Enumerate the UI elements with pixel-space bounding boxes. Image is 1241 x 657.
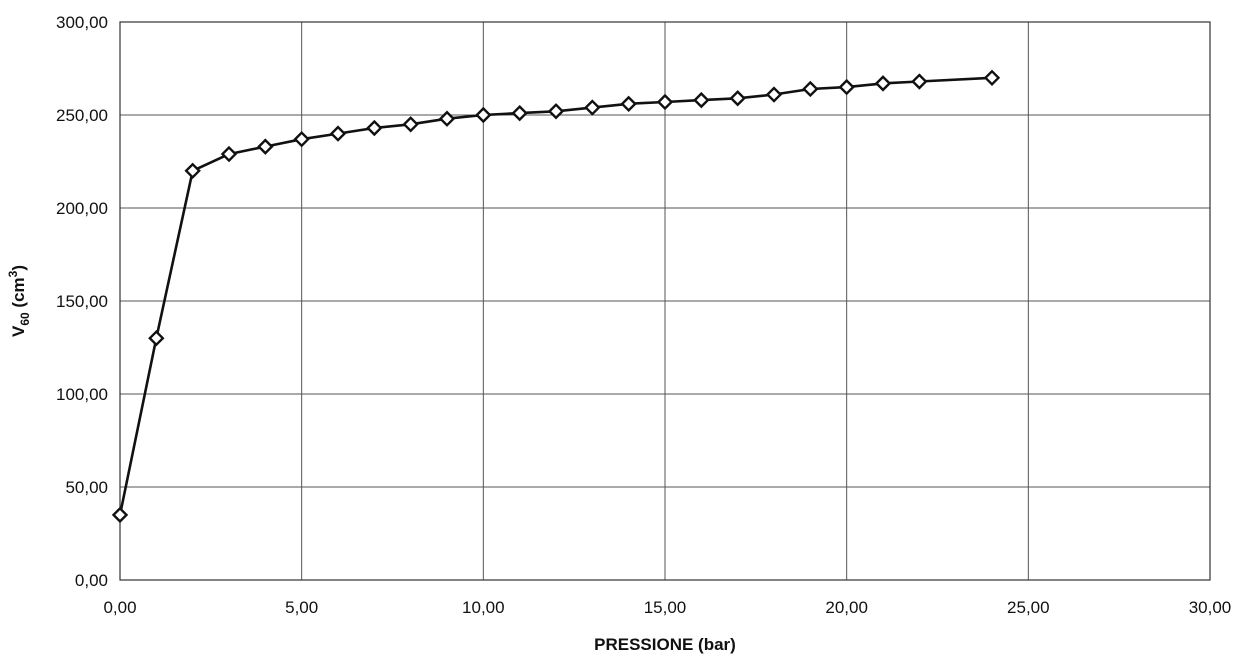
data-point-marker: [620, 95, 637, 113]
data-point-marker: [911, 73, 928, 90]
y-axis-title: V60 (cm3): [6, 265, 32, 337]
y-tick-label: 100,00: [56, 385, 108, 404]
x-tick-label: 10,00: [462, 598, 505, 617]
x-tick-label: 25,00: [1007, 598, 1050, 617]
y-axis-title-subscript: 60: [18, 312, 32, 326]
plot-frame: [119, 21, 1211, 581]
x-tick-labels: 0,00 5,00 10,00 15,00 20,00 25,00 30,00: [103, 598, 1231, 617]
data-point-marker: [293, 130, 310, 148]
data-point-marker: [111, 506, 129, 524]
y-tick-label: 300,00: [56, 13, 108, 32]
y-axis-title-unit-open: (cm: [9, 277, 28, 312]
data-point-marker: [329, 125, 347, 142]
data-point-marker: [693, 91, 710, 109]
data-point-marker: [184, 162, 201, 179]
data-point-marker: [656, 93, 674, 111]
grid: [120, 22, 1210, 580]
data-point-marker: [366, 119, 383, 137]
y-tick-labels: 0,00 50,00 100,00 150,00 200,00 250,00 300,00: [56, 13, 108, 590]
x-tick-label: 20,00: [825, 598, 868, 617]
data-point-marker: [983, 69, 1001, 86]
y-axis-title-unit-superscript: 3: [6, 270, 20, 277]
x-tick-label: 0,00: [103, 598, 136, 617]
data-point-marker: [402, 116, 419, 133]
data-point-marker: [584, 99, 601, 116]
y-tick-label: 250,00: [56, 106, 108, 125]
data-point-marker: [257, 138, 274, 155]
y-axis-title-main: V: [9, 325, 28, 337]
data-point-marker: [148, 330, 165, 347]
y-axis-title-unit-close: ): [9, 265, 28, 271]
y-tick-label: 200,00: [56, 199, 108, 218]
x-tick-label: 30,00: [1189, 598, 1232, 617]
x-axis-title: PRESSIONE (bar): [594, 635, 736, 654]
data-points: [111, 69, 1001, 524]
x-tick-label: 15,00: [644, 598, 687, 617]
y-tick-label: 50,00: [65, 478, 108, 497]
data-point-marker: [475, 106, 492, 124]
data-point-marker: [220, 145, 238, 163]
y-tick-label: 0,00: [75, 571, 108, 590]
y-tick-label: 150,00: [56, 292, 108, 311]
data-point-marker: [511, 104, 528, 122]
data-point-marker: [874, 75, 892, 92]
data-point-marker: [802, 80, 819, 98]
data-point-marker: [765, 86, 783, 103]
data-point-marker: [438, 110, 456, 127]
data-point-marker: [838, 78, 855, 96]
data-point-marker: [547, 103, 565, 120]
data-point-marker: [729, 90, 746, 107]
series-line: [118, 76, 993, 516]
x-tick-label: 5,00: [285, 598, 318, 617]
